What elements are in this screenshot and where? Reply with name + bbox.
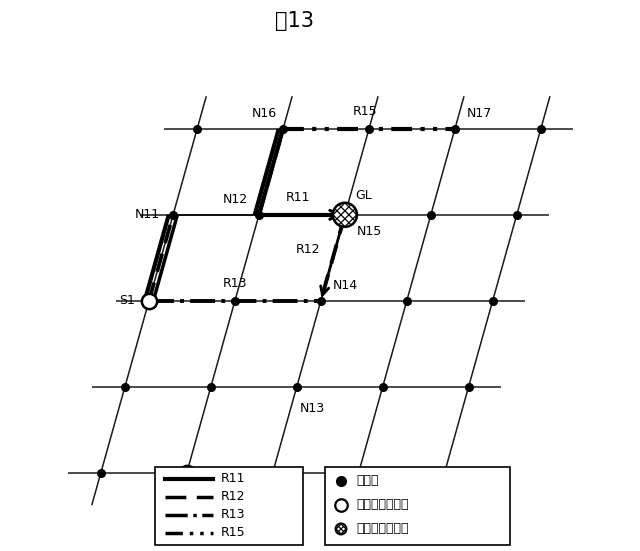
Text: R15: R15 — [353, 105, 377, 118]
FancyBboxPatch shape — [325, 467, 510, 545]
Text: 図13: 図13 — [275, 12, 314, 31]
Text: R13: R13 — [221, 509, 246, 521]
Text: GL: GL — [355, 190, 372, 202]
Text: N12: N12 — [222, 193, 248, 206]
Text: R12: R12 — [296, 242, 320, 256]
Text: R15: R15 — [221, 526, 246, 539]
Circle shape — [335, 523, 346, 534]
Text: R11: R11 — [285, 191, 310, 204]
Text: S2: S2 — [189, 488, 205, 500]
Text: R11: R11 — [221, 472, 246, 485]
Text: ノード: ノード — [356, 474, 378, 488]
Text: 出発地のノード: 出発地のノード — [356, 499, 408, 511]
Text: N11: N11 — [135, 208, 160, 222]
FancyBboxPatch shape — [155, 467, 303, 545]
Text: R13: R13 — [223, 277, 247, 290]
Text: R12: R12 — [221, 490, 246, 504]
Text: 目的地のノード: 目的地のノード — [356, 522, 408, 536]
Text: N13: N13 — [300, 402, 325, 414]
Text: N16: N16 — [252, 107, 276, 120]
Text: N14: N14 — [332, 279, 358, 291]
Text: N17: N17 — [467, 107, 492, 120]
Text: N15: N15 — [356, 225, 381, 239]
Circle shape — [333, 203, 357, 227]
Text: S1: S1 — [119, 294, 134, 307]
